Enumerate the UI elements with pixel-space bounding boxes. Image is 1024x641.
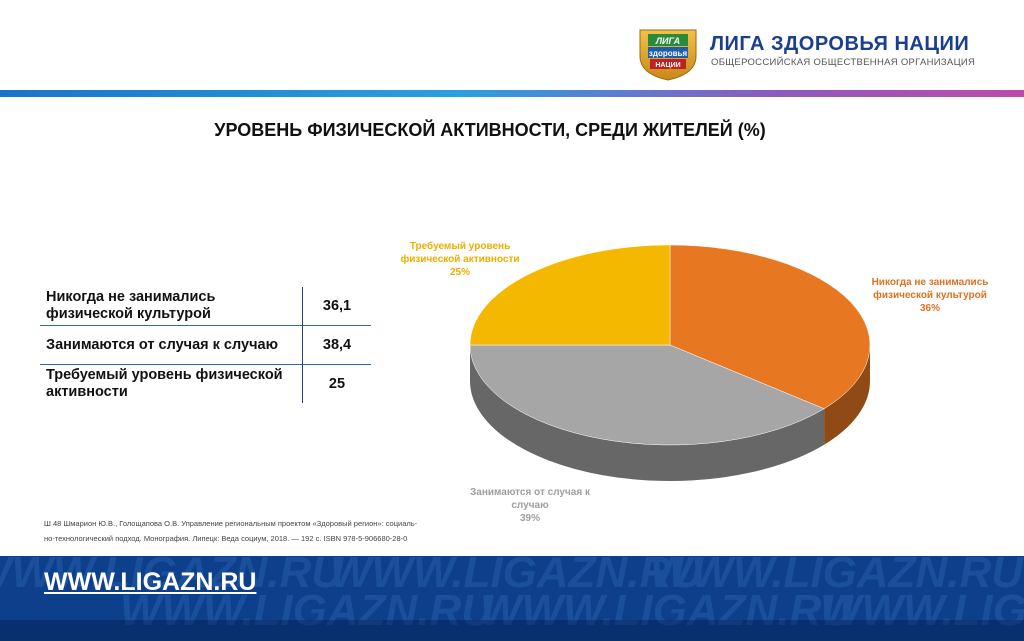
slide-title: УРОВЕНЬ ФИЗИЧЕСКОЙ АКТИВНОСТИ, СРЕДИ ЖИТ…: [214, 120, 766, 140]
data-table: Никогда не занимались физической культур…: [40, 287, 371, 403]
citation: Ш 48 Шмарион Ю.В., Голощапова О.В. Управ…: [44, 519, 418, 528]
logo-text: здоровья: [649, 49, 688, 58]
row-value: 38,4: [302, 325, 371, 365]
table-row: Никогда не занимались физической культур…: [40, 287, 371, 326]
pie-slice: [469, 244, 671, 346]
org-subtitle: ОБЩЕРОССИЙСКАЯ ОБЩЕСТВЕННАЯ ОРГАНИЗАЦИЯ: [711, 57, 976, 68]
pie-chart: [469, 244, 871, 481]
slice-label: Требуемый уровень физической активности 2…: [390, 240, 530, 279]
watermark: WWW.LIGAZN.RU: [330, 556, 704, 597]
logo-text: ЛИГА: [655, 36, 680, 46]
slice-label: Никогда не занимались физической культур…: [855, 276, 1005, 315]
logo-text: НАЦИИ: [655, 62, 680, 69]
watermark: WWW.LIGAZN.RU: [820, 586, 1024, 635]
slice-value: 25%: [449, 267, 470, 278]
row-label: Никогда не занимались физической культур…: [40, 287, 303, 326]
watermark: WWW.LIGAZN.RU: [120, 586, 494, 635]
footer: WWW.LIGAZN.RU WWW.LIGAZN.RU WWW.LIGAZN.RU W…: [0, 556, 1024, 641]
table-row: Требуемый уровень физической активности 2…: [40, 364, 371, 403]
org-name: ЛИГА ЗДОРОВЬЯ НАЦИИ: [710, 33, 970, 55]
pie-side: [470, 345, 825, 481]
citation: но-технологический подход. Монография. Л…: [44, 534, 408, 543]
watermark: WWW.LIGAZN.RU: [0, 556, 344, 597]
logo-band: [650, 59, 686, 69]
row-label: Занимаются от случая к случаю: [40, 325, 303, 365]
slice-category: Требуемый уровень физической активности: [400, 241, 520, 265]
logo: ЛИГА здоровья НАЦИИ: [639, 29, 697, 81]
slice-label: Занимаются от случая к случаю 39%: [455, 486, 605, 525]
watermark: WWW.LIGAZN.RU: [480, 586, 854, 635]
logo-band: [648, 47, 688, 58]
pie-slice: [469, 344, 825, 446]
slice-category: Никогда не занимались физической культур…: [871, 277, 989, 301]
pie-side: [824, 345, 870, 445]
slice-value: 39%: [519, 513, 540, 524]
row-value: 25: [302, 364, 371, 403]
watermark: WWW.LIGAZN.RU: [650, 556, 1024, 597]
table-row: Занимаются от случая к случаю 38,4: [40, 325, 371, 365]
bottom-bar: [0, 620, 1024, 641]
header-stripe: [0, 90, 1024, 97]
pie-slice: [669, 244, 871, 410]
site-url[interactable]: WWW.LIGAZN.RU: [44, 568, 257, 596]
row-label: Требуемый уровень физической активности: [40, 364, 303, 403]
logo-band: [648, 34, 688, 46]
slice-category: Занимаются от случая к случаю: [470, 487, 590, 511]
row-value: 36,1: [322, 297, 352, 314]
slice-value: 36%: [919, 303, 940, 314]
